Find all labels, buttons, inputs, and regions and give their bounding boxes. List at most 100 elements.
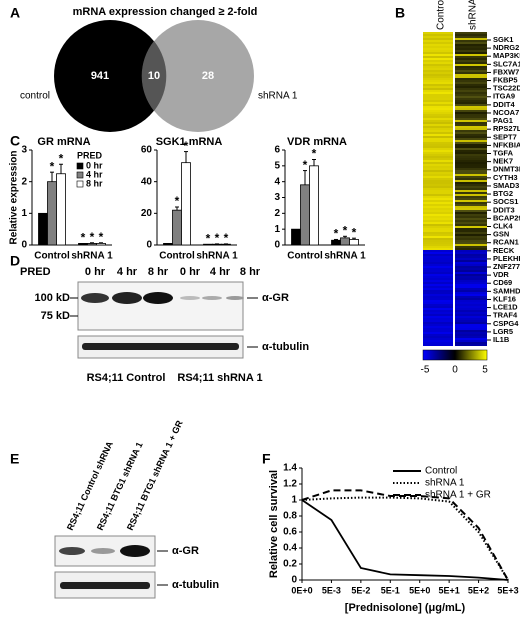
heat-cell — [455, 324, 487, 326]
heat-cell — [423, 292, 453, 294]
band — [59, 547, 85, 555]
significance-marker: * — [303, 158, 308, 172]
heat-cell — [423, 206, 453, 208]
heat-cell — [455, 312, 487, 314]
band — [226, 296, 244, 300]
heat-cell — [423, 254, 453, 256]
heat-cell — [423, 146, 453, 148]
heat-cell — [423, 74, 453, 76]
gene-label: NEK7 — [493, 157, 513, 166]
bar — [309, 165, 319, 246]
legend-label: 8 hr — [86, 178, 103, 188]
heat-cell — [455, 116, 487, 118]
heat-cell — [423, 92, 453, 94]
x-axis-label: [Prednisolone] (μg/mL) — [345, 602, 466, 614]
band — [202, 296, 222, 300]
panel-label: B — [395, 5, 405, 21]
heat-cell — [455, 132, 487, 134]
heat-cell — [423, 144, 453, 146]
x-tick-label: shRNA 1 — [196, 251, 238, 262]
heat-cell — [423, 54, 453, 56]
heat-cell — [455, 120, 487, 122]
heat-cell — [455, 270, 487, 272]
heat-cell — [455, 334, 487, 336]
heat-cell — [423, 310, 453, 312]
heat-cell — [423, 242, 453, 244]
heat-cell — [455, 338, 487, 340]
heat-cell — [423, 302, 453, 304]
heat-cell — [423, 300, 453, 302]
heat-cell — [455, 36, 487, 38]
heat-cell — [423, 100, 453, 102]
heat-cell — [423, 246, 453, 248]
heat-cell — [455, 128, 487, 130]
heat-cell — [423, 274, 453, 276]
heat-cell — [423, 106, 453, 108]
legend-label: Control — [425, 466, 457, 477]
heat-cell — [455, 260, 487, 262]
heat-cell — [423, 88, 453, 90]
gene-label: PAG1 — [493, 116, 513, 125]
heat-cell — [455, 218, 487, 220]
heat-cell — [455, 230, 487, 232]
x-tick-label: 5E-3 — [322, 585, 341, 595]
heat-cell — [455, 108, 487, 110]
heat-cell — [423, 268, 453, 270]
gene-label: IL1B — [493, 335, 510, 344]
heat-cell — [423, 52, 453, 54]
gene-label: VDR — [493, 270, 509, 279]
heat-cell — [423, 78, 453, 80]
heat-cell — [423, 322, 453, 324]
y-tick-label: 0.6 — [283, 527, 297, 538]
heat-cell — [423, 36, 453, 38]
heat-cell — [423, 84, 453, 86]
color-bar — [422, 349, 488, 361]
heat-cell — [423, 196, 453, 198]
heat-cell — [455, 326, 487, 328]
gene-label: GSN — [493, 230, 509, 239]
venn-count: 28 — [202, 70, 214, 82]
heat-cell — [455, 286, 487, 288]
heat-cell — [423, 266, 453, 268]
bar — [331, 239, 341, 246]
heat-cell — [423, 168, 453, 170]
heat-cell — [455, 188, 487, 190]
heat-cell — [423, 202, 453, 204]
panel-label: E — [10, 451, 19, 467]
heat-cell — [455, 272, 487, 274]
heat-cell — [455, 292, 487, 294]
heat-cell — [423, 156, 453, 158]
heat-cell — [455, 192, 487, 194]
band — [60, 582, 150, 589]
lane-label: 8 hr — [148, 266, 169, 278]
antibody-label: α-GR — [262, 292, 289, 304]
heat-cell — [423, 252, 453, 254]
heat-cell — [423, 230, 453, 232]
heat-cell — [455, 194, 487, 196]
heat-cell — [423, 342, 453, 344]
gene-label: FKBP5 — [493, 76, 518, 85]
heat-cell — [455, 314, 487, 316]
heat-cell — [455, 266, 487, 268]
heat-cell — [423, 244, 453, 246]
antibody-label: α-GR — [172, 545, 199, 557]
gene-label: CLK4 — [493, 221, 513, 230]
heat-cell — [423, 160, 453, 162]
heat-cell — [423, 280, 453, 282]
heat-cell — [423, 104, 453, 106]
significance-marker: * — [90, 230, 95, 244]
heat-cell — [455, 332, 487, 334]
heat-cell — [455, 102, 487, 104]
heat-cell — [423, 170, 453, 172]
heat-cell — [423, 270, 453, 272]
heat-cell — [423, 158, 453, 160]
heat-cell — [423, 40, 453, 42]
heat-cell — [423, 62, 453, 64]
heat-cell — [423, 220, 453, 222]
gene-label: RPS27L — [493, 124, 520, 133]
gene-label: KLF16 — [493, 294, 516, 303]
y-tick-label: 0 — [21, 240, 27, 251]
heat-cell — [455, 158, 487, 160]
heat-cell — [455, 290, 487, 292]
